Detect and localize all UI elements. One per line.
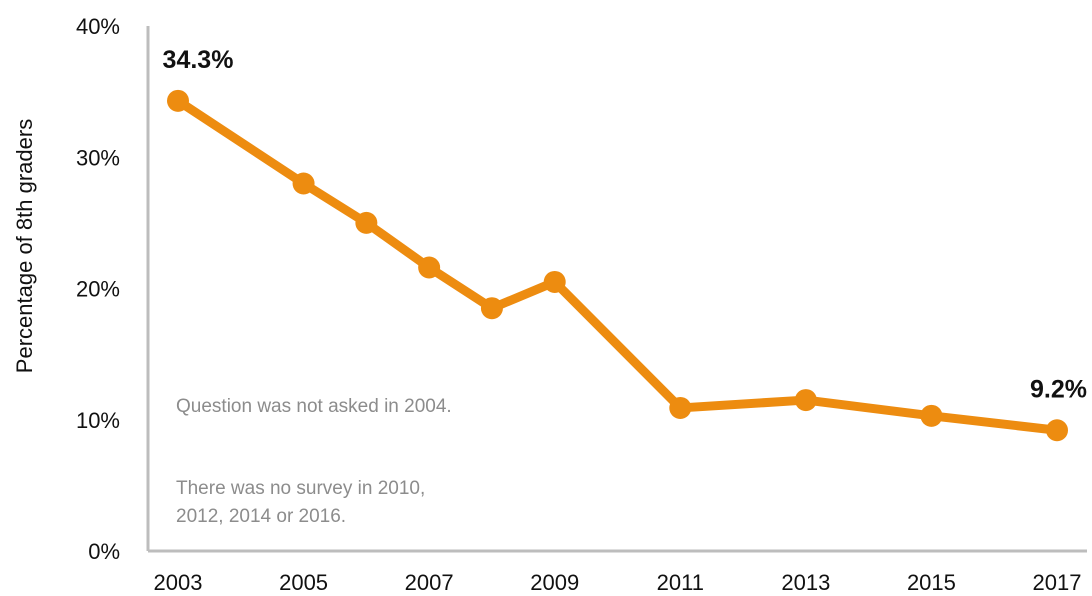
- data-point: [292, 172, 315, 195]
- y-tick-label: 30%: [76, 145, 120, 170]
- x-tick-label: 2009: [530, 570, 579, 595]
- data-point: [480, 297, 503, 320]
- y-tick-label: 40%: [76, 14, 120, 39]
- y-tick-label: 10%: [76, 408, 120, 433]
- axes: [146, 26, 1087, 553]
- data-label: 9.2%: [1030, 375, 1087, 403]
- x-tick-label: 2005: [279, 570, 328, 595]
- y-tick-label: 20%: [76, 277, 120, 302]
- series-line-path: [173, 96, 1062, 435]
- x-tick-label: 2011: [657, 570, 704, 595]
- data-label: 34.3%: [163, 46, 234, 74]
- series-line: [173, 96, 1062, 435]
- data-labels: 34.3% 9.2%: [163, 46, 1087, 403]
- annotation-no-survey-years: There was no survey in 2010, 2012, 2014 …: [176, 478, 426, 527]
- data-point: [167, 89, 189, 112]
- x-tick-label: 2003: [154, 570, 203, 595]
- data-point: [418, 256, 441, 279]
- data-point: [543, 270, 566, 293]
- x-tick-label: 2015: [907, 570, 956, 595]
- data-point: [920, 404, 943, 427]
- annotation-no-question-2004: Question was not asked in 2004.: [176, 396, 452, 417]
- y-tick-label: 0%: [88, 539, 120, 564]
- data-points: [167, 89, 1068, 442]
- x-tick-label: 2007: [405, 570, 454, 595]
- x-tick-label: 2017: [1033, 570, 1082, 595]
- data-point: [355, 211, 378, 234]
- data-point: [794, 389, 817, 412]
- x-tick-label: 2013: [781, 570, 830, 595]
- data-point: [669, 396, 692, 419]
- x-tick-labels: 2003 2005 2007 2009 2011 2013 2015 2017: [154, 570, 1082, 595]
- data-point: [1046, 419, 1068, 442]
- y-axis-label: Percentage of 8th graders: [12, 119, 37, 373]
- y-tick-labels: 0% 10% 20% 30% 40%: [76, 14, 120, 564]
